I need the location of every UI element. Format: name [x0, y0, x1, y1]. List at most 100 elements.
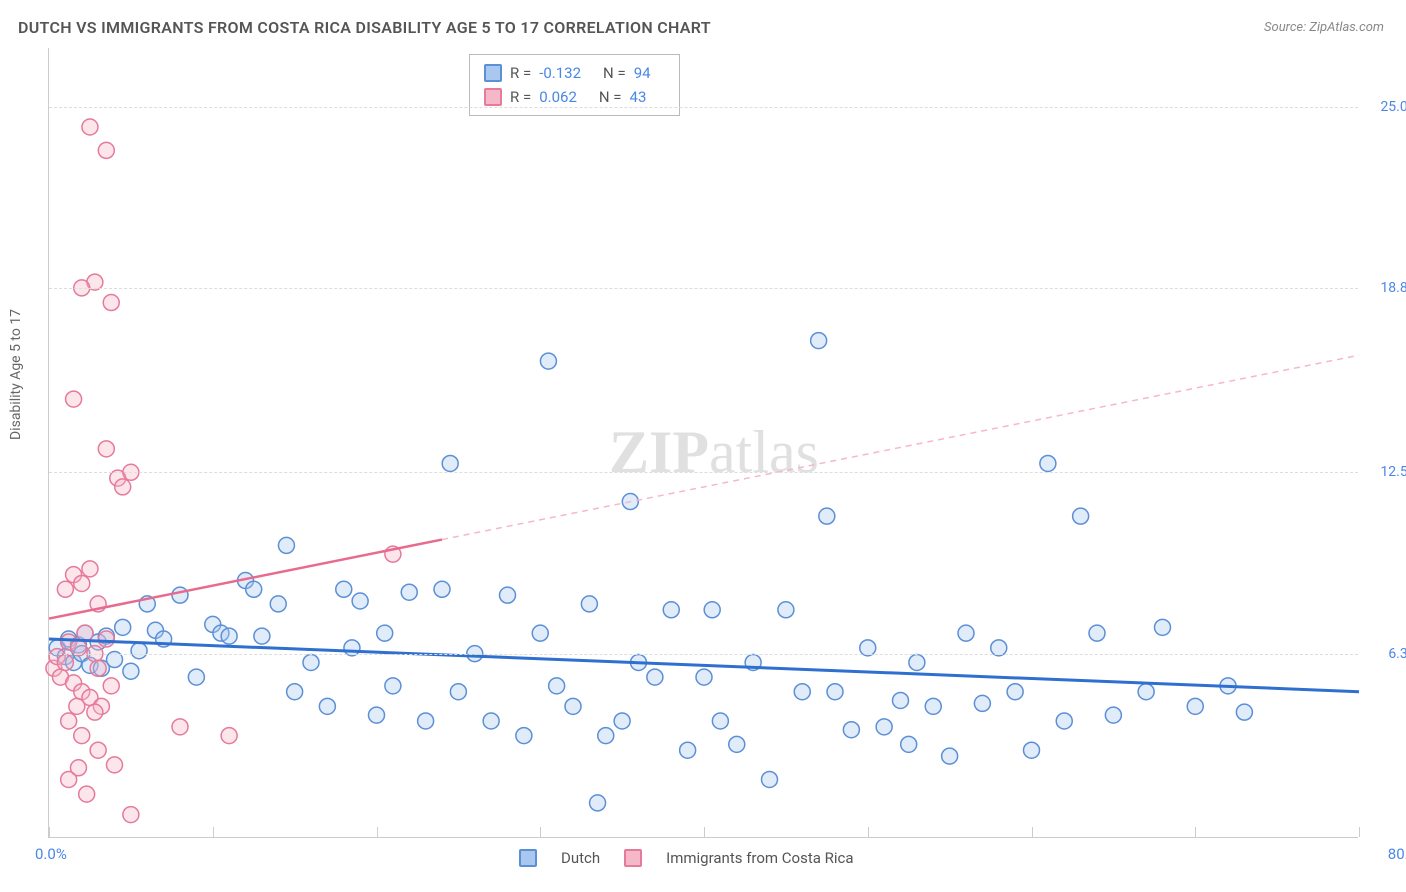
data-point — [532, 625, 548, 641]
data-point — [590, 795, 606, 811]
data-point — [172, 719, 188, 735]
data-point — [647, 669, 663, 685]
data-point — [98, 441, 114, 457]
data-point — [87, 704, 103, 720]
data-point — [680, 742, 696, 758]
data-point — [942, 748, 958, 764]
trend-line — [49, 540, 442, 619]
data-point — [254, 628, 270, 644]
data-point — [66, 391, 82, 407]
legend-label-costarica: Immigrants from Costa Rica — [666, 849, 853, 867]
grid-line — [49, 107, 1358, 108]
data-point — [794, 684, 810, 700]
chart-plot-area: ZIPatlas R = -0.132 N = 94 R = 0.062 N =… — [48, 48, 1358, 838]
source-credit: Source: ZipAtlas.com — [1264, 20, 1384, 35]
scatter-svg — [49, 48, 1358, 837]
data-point — [1073, 508, 1089, 524]
data-point — [69, 698, 85, 714]
data-point — [1007, 684, 1023, 700]
data-point — [909, 654, 925, 670]
data-point — [61, 713, 77, 729]
data-point — [123, 807, 139, 823]
data-point — [974, 695, 990, 711]
data-point — [123, 663, 139, 679]
data-point — [98, 631, 114, 647]
data-point — [221, 628, 237, 644]
x-tick-mark — [540, 827, 541, 837]
data-point — [90, 660, 106, 676]
data-point — [549, 678, 565, 694]
data-point — [79, 786, 95, 802]
data-point — [221, 728, 237, 744]
data-point — [712, 713, 728, 729]
data-point — [483, 713, 499, 729]
x-axis-start-label: 0.0% — [35, 845, 67, 863]
data-point — [385, 678, 401, 694]
data-point — [434, 581, 450, 597]
data-point — [270, 596, 286, 612]
data-point — [90, 742, 106, 758]
x-tick-mark — [868, 827, 869, 837]
data-point — [115, 619, 131, 635]
data-point — [74, 575, 90, 591]
data-point — [442, 455, 458, 471]
data-point — [729, 736, 745, 752]
grid-line — [49, 472, 1358, 473]
trend-line — [442, 355, 1359, 539]
data-point — [762, 771, 778, 787]
data-point — [540, 353, 556, 369]
data-point — [131, 643, 147, 659]
data-point — [1138, 684, 1154, 700]
x-tick-mark — [213, 827, 214, 837]
data-point — [82, 119, 98, 135]
y-tick-label: 6.3% — [1388, 646, 1406, 662]
data-point — [581, 596, 597, 612]
data-point — [377, 625, 393, 641]
data-point — [876, 719, 892, 735]
y-tick-label: 12.5% — [1380, 464, 1406, 480]
data-point — [1236, 704, 1252, 720]
data-point — [598, 728, 614, 744]
legend-label-dutch: Dutch — [561, 849, 600, 867]
data-point — [82, 561, 98, 577]
data-point — [352, 593, 368, 609]
grid-line — [49, 654, 1358, 655]
series-legend: Dutch Immigrants from Costa Rica — [519, 849, 854, 867]
data-point — [115, 479, 131, 495]
data-point — [287, 684, 303, 700]
data-point — [1056, 713, 1072, 729]
chart-title: DUTCH VS IMMIGRANTS FROM COSTA RICA DISA… — [18, 18, 711, 37]
data-point — [278, 537, 294, 553]
data-point — [1089, 625, 1105, 641]
x-tick-mark — [1359, 827, 1360, 837]
data-point — [843, 722, 859, 738]
data-point — [1040, 455, 1056, 471]
data-point — [103, 295, 119, 311]
data-point — [246, 581, 262, 597]
data-point — [565, 698, 581, 714]
x-tick-mark — [377, 827, 378, 837]
data-point — [925, 698, 941, 714]
data-point — [614, 713, 630, 729]
y-axis-label: Disability Age 5 to 17 — [8, 309, 24, 440]
data-point — [107, 757, 123, 773]
data-point — [819, 508, 835, 524]
data-point — [1024, 742, 1040, 758]
x-tick-mark — [1032, 827, 1033, 837]
data-point — [70, 760, 86, 776]
y-tick-label: 25.0% — [1380, 99, 1406, 115]
data-point — [500, 587, 516, 603]
data-point — [336, 581, 352, 597]
swatch-dutch-bottom — [519, 849, 537, 867]
y-tick-label: 18.8% — [1380, 280, 1406, 296]
data-point — [1187, 698, 1203, 714]
data-point — [103, 678, 119, 694]
data-point — [811, 333, 827, 349]
data-point — [450, 684, 466, 700]
x-tick-mark — [704, 827, 705, 837]
data-point — [57, 654, 73, 670]
x-tick-mark — [49, 827, 50, 837]
x-axis-end-label: 80.0% — [1388, 845, 1406, 863]
data-point — [172, 587, 188, 603]
data-point — [98, 142, 114, 158]
